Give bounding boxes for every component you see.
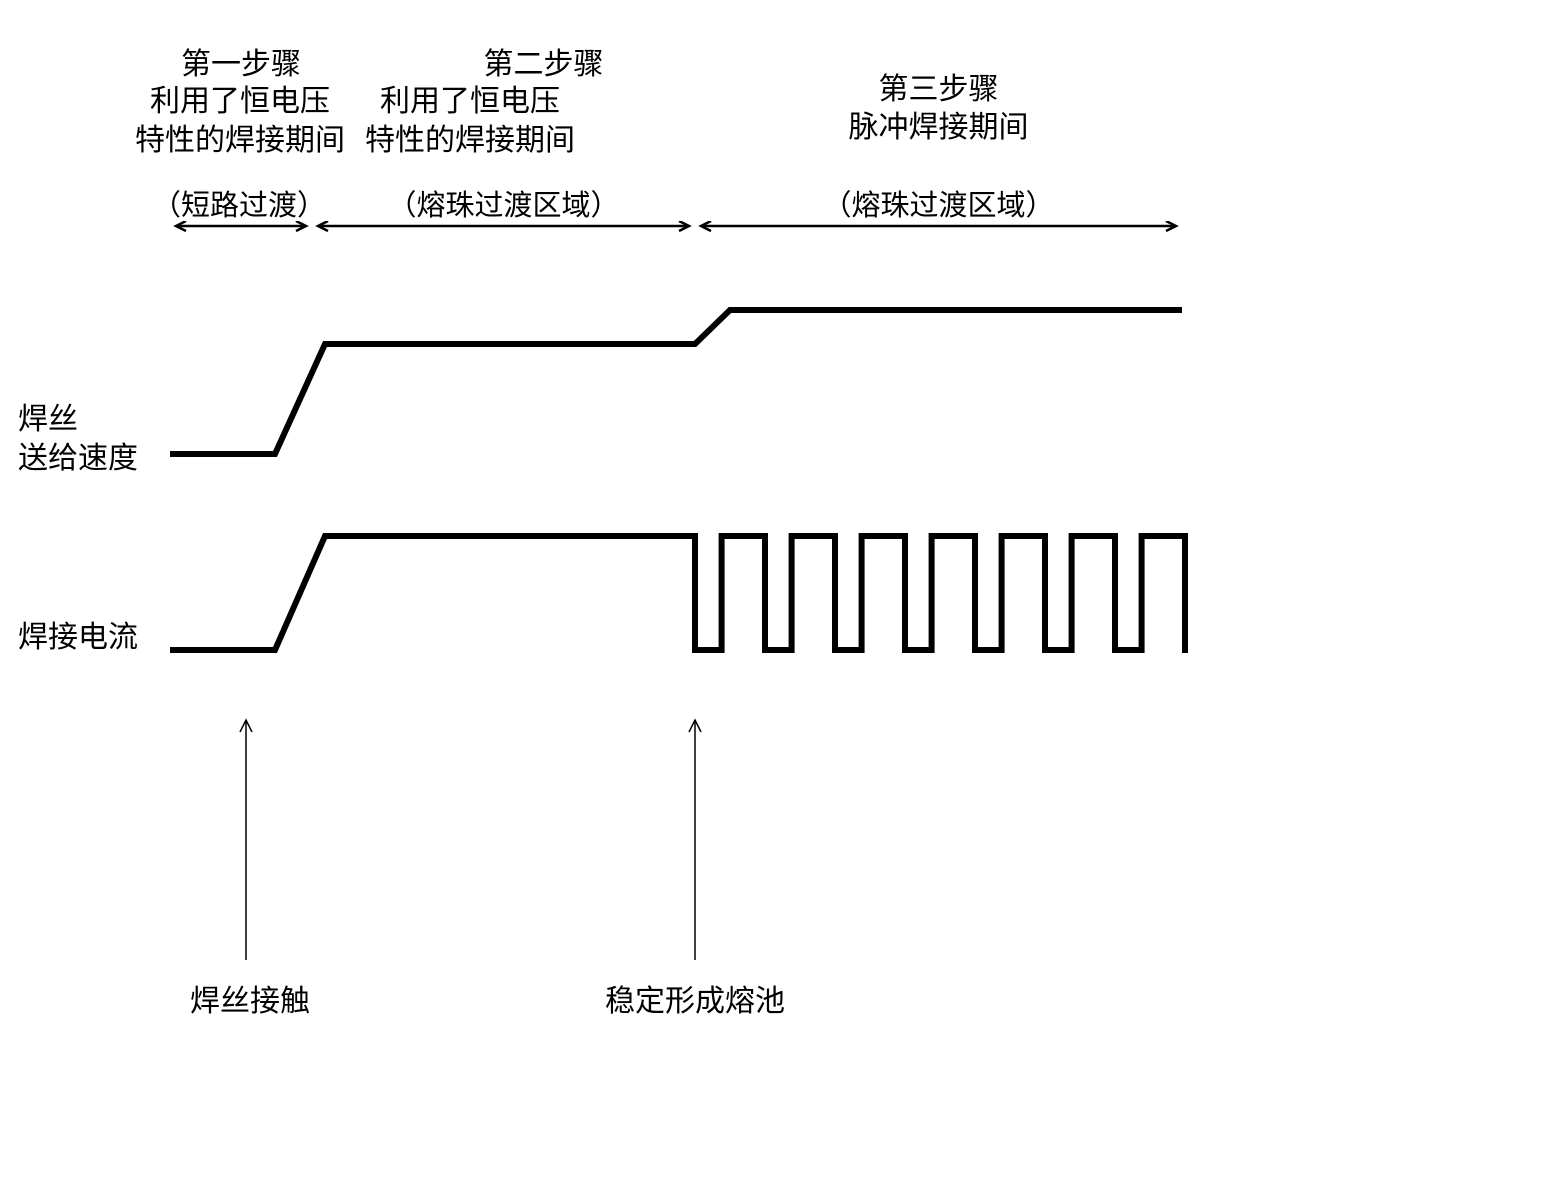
diagram-svg [0,0,1568,1193]
